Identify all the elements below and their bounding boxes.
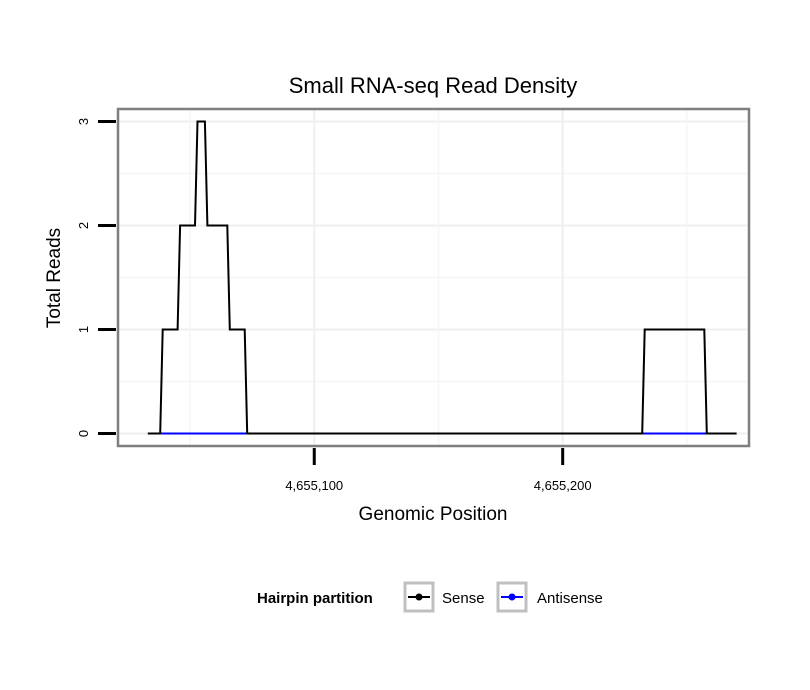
axes: 0 1 2 3 4,655,100 4,655,200 (76, 118, 592, 493)
x-axis-title: Genomic Position (359, 504, 508, 525)
grid (118, 109, 749, 446)
x-tick-label: 4,655,200 (534, 478, 592, 493)
legend-key-sense-dot (415, 593, 423, 601)
y-tick-label: 0 (76, 430, 91, 437)
series-layer (147, 120, 737, 435)
y-tick-label: 1 (76, 326, 91, 333)
y-axis-title: Total Reads (44, 228, 65, 328)
x-tick-label: 4,655,100 (285, 478, 343, 493)
legend-label-sense: Sense (442, 590, 485, 607)
legend: Hairpin partition Sense Antisense (257, 581, 603, 613)
legend-title: Hairpin partition (257, 590, 373, 607)
chart-title: Small RNA-seq Read Density (289, 73, 578, 98)
plot-panel-border (116, 107, 751, 448)
y-tick-label: 3 (76, 118, 91, 125)
legend-label-antisense: Antisense (537, 590, 603, 607)
legend-key-antisense-dot (508, 593, 516, 601)
y-tick-label: 2 (76, 222, 91, 229)
series-line-sense (147, 120, 737, 435)
